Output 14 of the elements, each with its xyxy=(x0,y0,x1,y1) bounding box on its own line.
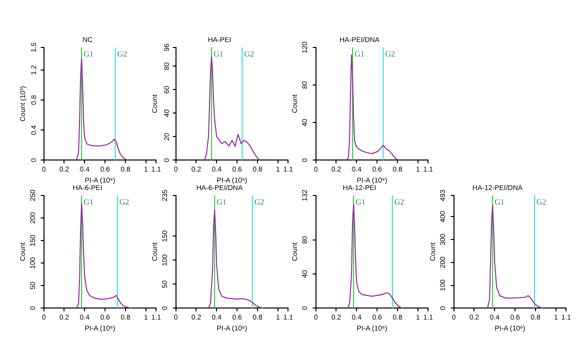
ref-line-label: G1 xyxy=(84,197,94,206)
ref-line-label: G1 xyxy=(354,49,364,58)
ref-line-label: G2 xyxy=(119,197,130,206)
ref-line-label: G1 xyxy=(216,197,226,206)
ref-line-label: G2 xyxy=(385,49,395,58)
ref-line-label: G1 xyxy=(84,49,94,58)
ref-line-label: G2 xyxy=(244,49,254,58)
ref-line-label: G1 xyxy=(214,49,224,58)
ref-line-label: G1 xyxy=(494,197,504,206)
ref-line-label: G2 xyxy=(254,197,264,206)
ref-line-label: G2 xyxy=(536,197,546,206)
ref-line-label: G1 xyxy=(356,197,366,206)
ref-line-label: G2 xyxy=(117,49,128,58)
ref-line-label: G2 xyxy=(394,197,404,206)
